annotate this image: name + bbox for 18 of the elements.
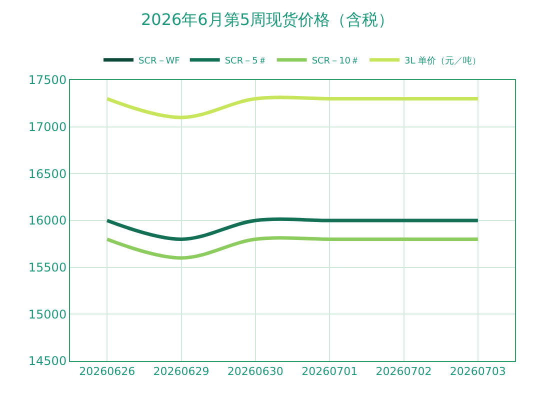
y-tick-label: 16500 (28, 166, 67, 181)
chart-title: 2026年6月第5周现货价格（含税） (140, 10, 394, 30)
x-tick-label: 20260626 (79, 365, 136, 378)
x-tick-label: 20260630 (227, 365, 284, 378)
legend-label: SCR－10＃ (312, 56, 360, 66)
legend-label: SCR－5＃ (224, 56, 267, 66)
x-tick-label: 20260702 (376, 365, 432, 378)
x-tick-label: 20260629 (153, 365, 210, 378)
y-tick-label: 15000 (28, 307, 67, 322)
y-tick-label: 15500 (28, 260, 67, 275)
y-tick-label: 14500 (28, 354, 67, 368)
y-tick-label: 16000 (28, 214, 67, 228)
x-tick-label: 20260701 (302, 365, 358, 378)
y-tick-label: 17500 (28, 73, 67, 88)
legend-label: SCR－WF (138, 56, 180, 66)
x-tick-label: 20260703 (450, 365, 506, 378)
y-tick-label: 17000 (28, 120, 67, 134)
legend-label: 3L 单价（元／吨） (404, 55, 482, 66)
